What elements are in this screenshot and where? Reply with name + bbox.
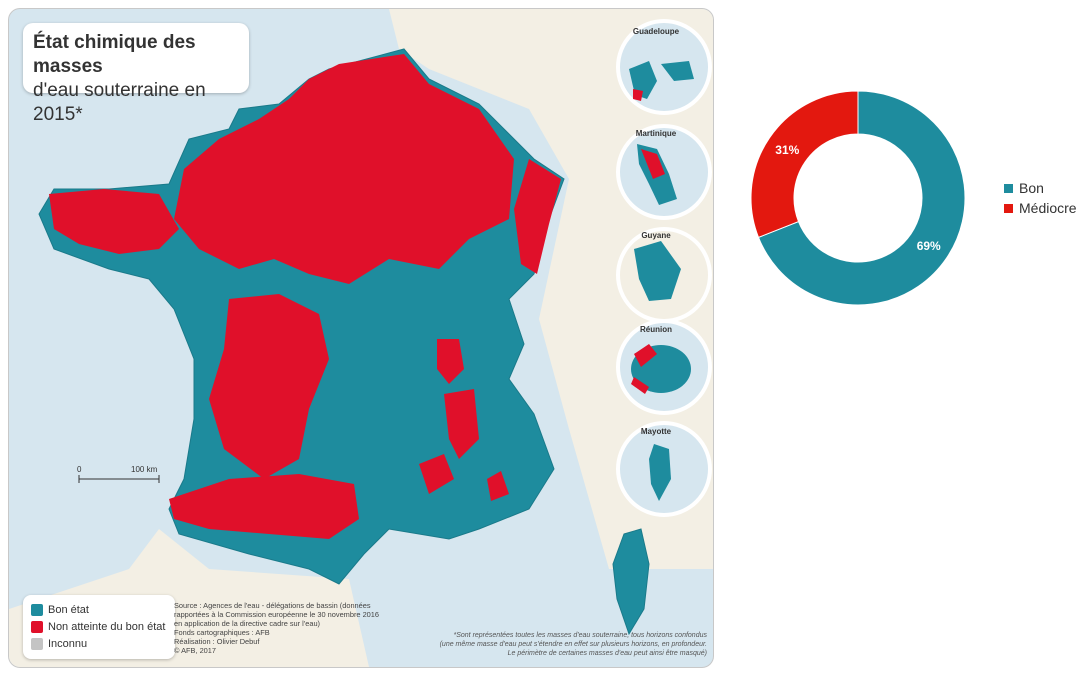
map-legend: Bon état Non atteinte du bon état Inconn… bbox=[23, 595, 175, 659]
inset-label-guadeloupe: Guadeloupe bbox=[632, 27, 680, 36]
inset-guadeloupe bbox=[616, 19, 712, 115]
inset-label-mayotte: Mayotte bbox=[640, 427, 672, 436]
inset-reunion bbox=[616, 319, 712, 415]
donut-chart-area: 69% 31% bbox=[745, 88, 1090, 318]
legend-label: Bon état bbox=[48, 603, 89, 616]
bad-centre-west bbox=[209, 294, 329, 479]
donut-slice-médiocre bbox=[750, 90, 859, 239]
legend-item-inconnu: Inconnu bbox=[31, 635, 167, 652]
donut-label-bon: 69% bbox=[917, 239, 941, 253]
scale-distance: 100 km bbox=[131, 465, 158, 474]
chart-legend-label: Bon bbox=[1019, 180, 1044, 196]
map-footnote: *Sont représentées toutes les masses d'e… bbox=[407, 631, 707, 658]
france-map bbox=[9, 9, 713, 667]
source-line: Source : Agences de l'eau - délégations … bbox=[174, 601, 371, 610]
legend-swatch bbox=[31, 620, 43, 633]
chart-legend-label: Médiocre bbox=[1019, 200, 1077, 216]
bad-brittany bbox=[49, 189, 179, 254]
bad-languedoc bbox=[419, 454, 454, 494]
inset-mayotte bbox=[616, 421, 712, 517]
source-line: rapportées à la Commission européenne le… bbox=[174, 610, 380, 619]
map-title-line2: d'eau souterraine en 2015* bbox=[33, 80, 206, 125]
inset-martinique bbox=[616, 124, 712, 220]
footnote-line: Le périmètre de certaines masses d'eau p… bbox=[507, 650, 707, 657]
legend-label: Non atteinte du bon état bbox=[48, 620, 166, 633]
chart-legend-item-mediocre: Médiocre bbox=[1004, 198, 1077, 218]
bad-alsace bbox=[514, 159, 561, 274]
bad-north bbox=[174, 54, 514, 284]
bad-provence bbox=[487, 471, 509, 501]
inset-label-reunion: Réunion bbox=[640, 325, 672, 334]
donut-label-médiocre: 31% bbox=[775, 143, 799, 157]
map-source: Source : Agences de l'eau - délégations … bbox=[174, 601, 434, 655]
legend-swatch bbox=[31, 603, 43, 616]
corsica bbox=[612, 528, 650, 636]
donut-chart: 69% 31% bbox=[750, 90, 966, 306]
legend-item-non-atteinte: Non atteinte du bon état bbox=[31, 618, 167, 635]
bad-aquitaine bbox=[169, 474, 359, 539]
map-title: État chimique des masses d'eau souterrai… bbox=[23, 23, 249, 125]
donut-slice-bon bbox=[757, 90, 966, 306]
source-line: Réalisation : Olivier Debuf bbox=[174, 637, 260, 646]
footnote-line: *Sont représentées toutes les masses d'e… bbox=[453, 632, 708, 639]
legend-swatch bbox=[31, 637, 43, 650]
chart-legend-item-bon: Bon bbox=[1004, 178, 1077, 198]
source-line: en application de la directive cadre sur… bbox=[174, 619, 321, 628]
map-panel: 0 100 km Guadeloupe Martinique Guyane Ré… bbox=[8, 8, 714, 668]
map-title-line1: État chimique des masses bbox=[33, 32, 196, 77]
chart-legend-swatch bbox=[1004, 203, 1013, 213]
chart-legend: Bon Médiocre bbox=[1004, 178, 1077, 218]
bad-auvergne bbox=[437, 339, 464, 384]
legend-item-bon-etat: Bon état bbox=[31, 601, 167, 618]
inset-label-martinique: Martinique bbox=[635, 129, 677, 138]
scale-zero: 0 bbox=[77, 465, 82, 474]
chart-legend-swatch bbox=[1004, 183, 1013, 193]
inset-guyane bbox=[616, 227, 712, 323]
bad-rhone bbox=[444, 389, 479, 459]
inset-label-guyane: Guyane bbox=[641, 231, 671, 240]
source-line: Fonds cartographiques : AFB bbox=[174, 628, 270, 637]
legend-label: Inconnu bbox=[48, 637, 88, 650]
footnote-line: (une même masse d'eau peut s'étendre en … bbox=[439, 641, 707, 648]
source-line: © AFB, 2017 bbox=[174, 646, 217, 655]
